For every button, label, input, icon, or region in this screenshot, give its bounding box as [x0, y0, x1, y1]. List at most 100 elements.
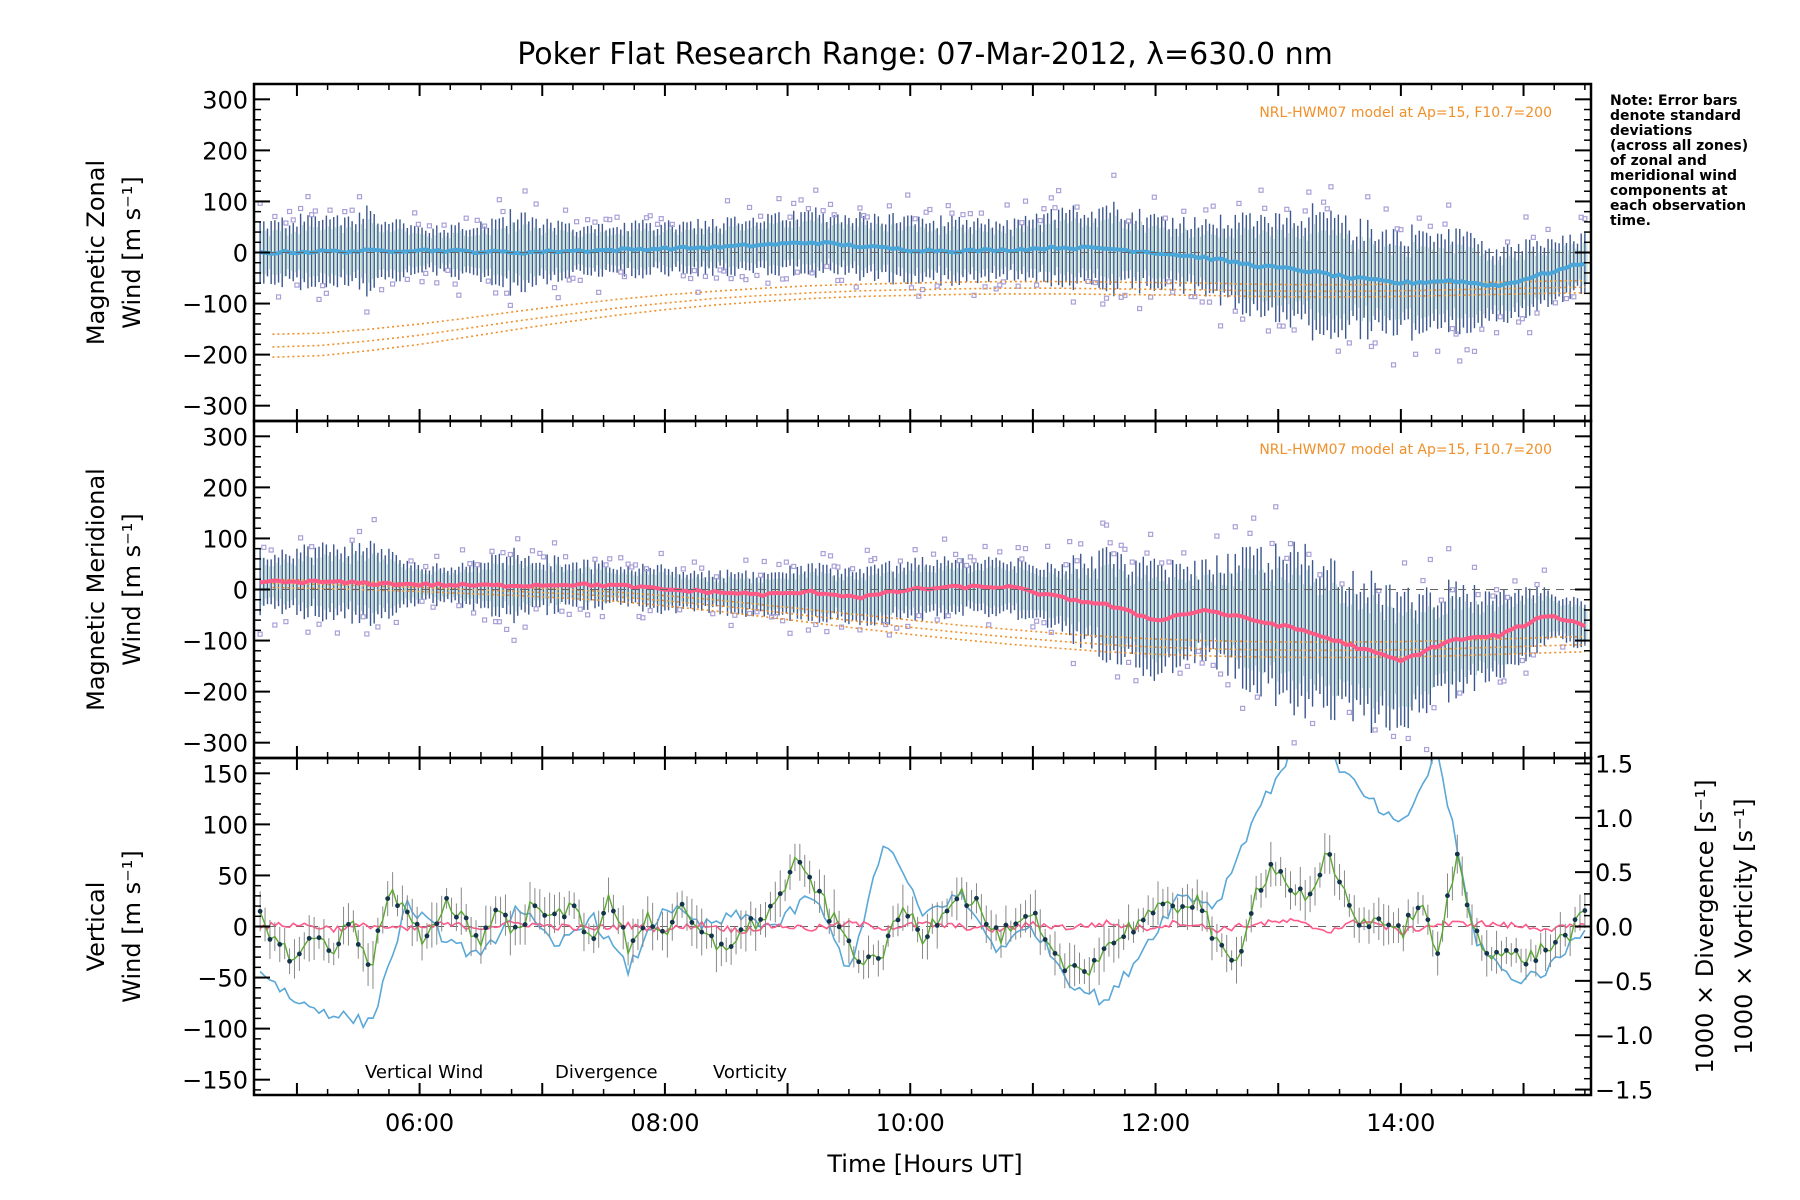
vertical-wind-point	[503, 912, 508, 918]
scatter-point	[1118, 542, 1124, 548]
scatter-point	[493, 290, 499, 296]
scatter-point	[275, 294, 282, 300]
scatter-point	[688, 275, 694, 282]
scatter-point	[1004, 202, 1010, 208]
scatter-point	[298, 535, 304, 541]
scatter-point	[1291, 740, 1297, 746]
vertical-wind-point	[934, 923, 940, 928]
vertical-wind-point	[1229, 957, 1235, 963]
vertical-wind-point	[532, 903, 538, 909]
scatter-point	[290, 217, 296, 223]
scatter-point	[1512, 578, 1518, 584]
scatter-point	[283, 220, 289, 226]
legend-entry: Divergence	[555, 1062, 658, 1083]
vertical-wind-point	[1091, 957, 1097, 963]
vertical-wind-point	[1160, 901, 1166, 907]
scatter-point	[739, 273, 745, 280]
scatter-point	[1280, 323, 1286, 329]
scatter-point	[1471, 348, 1478, 354]
y-tick-label: −200	[182, 342, 248, 370]
scatter-point	[356, 528, 363, 535]
scatter-point	[728, 622, 734, 629]
scatter-point	[426, 223, 433, 229]
scatter-point	[849, 566, 856, 572]
scatter-point	[783, 276, 789, 282]
legend-entry: Vertical Wind	[365, 1062, 483, 1083]
right-axis-label: 1000 × Vorticity [s⁻¹]	[1730, 798, 1758, 1054]
scatter-point	[342, 208, 348, 215]
scatter-point	[1372, 727, 1378, 733]
y-tick-label: 200	[202, 137, 248, 165]
scatter-point	[434, 280, 440, 286]
scatter-point	[713, 574, 720, 580]
scatter-point	[864, 214, 870, 220]
scatter-point	[894, 625, 900, 631]
scatter-point	[838, 277, 845, 283]
y-tick-label: −0.5	[1595, 968, 1653, 996]
scatter-point	[1052, 205, 1058, 211]
vertical-wind-point	[1543, 947, 1549, 953]
scatter-point	[1530, 652, 1536, 658]
scatter-point	[647, 213, 653, 219]
scatter-point	[522, 188, 528, 194]
vertical-panel: 150 100 50 0 −50 −100 −150 1.5 1.0 0.5 0.0 −0.5 −1.0…	[82, 750, 1758, 1104]
scatter-point	[791, 200, 797, 207]
scatter-point	[459, 547, 466, 553]
scatter-point	[1074, 204, 1080, 210]
plot-area	[254, 758, 1591, 1030]
scatter-point	[415, 221, 421, 227]
vertical-wind-point	[983, 921, 989, 927]
vertical-wind-point	[1415, 905, 1421, 911]
vertical-wind-point	[591, 936, 597, 942]
scatter-point	[592, 556, 598, 562]
scatter-point	[912, 216, 918, 222]
scatter-point	[585, 217, 591, 223]
scatter-point	[798, 197, 804, 203]
scatter-point	[261, 544, 267, 550]
scatter-point	[743, 557, 749, 563]
scatter-point	[283, 619, 289, 625]
scatter-point	[474, 562, 480, 568]
scatter-point	[912, 547, 918, 553]
scatter-point	[1092, 279, 1099, 286]
scatter-point	[1457, 690, 1463, 696]
vertical-wind-point	[709, 933, 714, 939]
y-tick-label: 0	[233, 577, 248, 605]
vertical-wind-point	[669, 919, 675, 925]
scatter-point	[1309, 720, 1316, 727]
vertical-wind-point	[1513, 948, 1519, 953]
vertical-wind-point	[1317, 872, 1323, 878]
scatter-point	[1504, 239, 1511, 245]
scatter-point	[1464, 347, 1470, 353]
vertical-wind-point	[660, 928, 665, 934]
scatter-point	[1100, 301, 1106, 307]
scatter-point	[1442, 221, 1448, 227]
scatter-point	[916, 612, 922, 619]
scatter-point	[592, 219, 598, 225]
scatter-point	[482, 617, 488, 623]
scatter-point	[371, 517, 377, 523]
vertical-wind-point	[444, 895, 449, 901]
scatter-point	[1070, 660, 1076, 667]
scatter-point	[599, 613, 605, 620]
scatter-point	[787, 214, 793, 220]
scatter-point	[1048, 629, 1054, 635]
vertical-wind-point	[542, 912, 548, 918]
y-tick-label: 150	[202, 760, 248, 788]
scatter-point	[710, 611, 716, 617]
vertical-wind-point	[944, 908, 950, 914]
vertical-wind-point	[1032, 910, 1038, 916]
scatter-point	[1166, 279, 1172, 285]
scatter-point	[809, 270, 815, 276]
scatter-point	[1103, 522, 1110, 528]
vertical-wind-point	[758, 917, 763, 922]
vertical-wind-point	[640, 925, 646, 931]
y-axis-label: Magnetic Meridional Wind [m s⁻¹]	[82, 468, 146, 711]
scatter-point	[570, 275, 576, 281]
scatter-point	[997, 282, 1003, 288]
scatter-point	[496, 619, 502, 625]
x-tick-label: 14:00	[1366, 1109, 1435, 1137]
scatter-point	[1225, 682, 1231, 688]
scatter-point	[746, 204, 753, 211]
vertical-wind-point	[915, 927, 920, 932]
